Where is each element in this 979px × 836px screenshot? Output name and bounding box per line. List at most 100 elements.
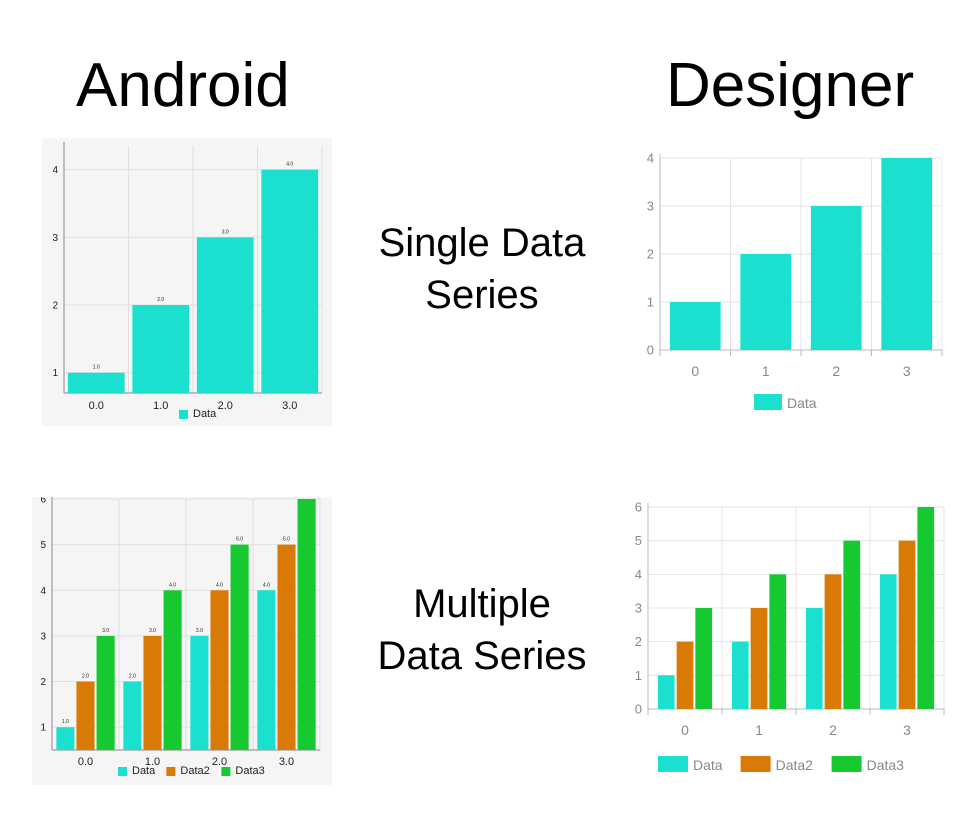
android-multi-value-label: 5.0 <box>283 537 290 543</box>
designer-single-bar-data-3 <box>881 158 933 350</box>
designer-multi-bar-data3-3 <box>917 507 935 709</box>
android-multi-bar-data2-2 <box>210 590 229 750</box>
android-multi-bar-data-1 <box>123 681 142 750</box>
android-multi-legend-swatch-data2 <box>166 767 176 776</box>
android-single-x-tick-label: 1.0 <box>153 400 168 412</box>
android-multi-legend-label-data2: Data2 <box>180 765 209 777</box>
android-multi-bar-data2-1 <box>143 635 162 750</box>
android-multi-x-tick-label: 0.0 <box>78 756 93 768</box>
designer-single-chart: 0 1 2 3 4 0 1 2 3 Data <box>624 140 954 430</box>
android-multi-y-tick-label: 4 <box>40 586 46 597</box>
android-multi-value-label: 2.0 <box>82 674 89 680</box>
android-multi-value-label: 1.0 <box>62 719 69 725</box>
designer-multi-y-tick-label: 6 <box>635 500 642 515</box>
android-multi-y-tick-label: 5 <box>40 540 46 551</box>
android-multi-value-label: 2.0 <box>129 674 136 680</box>
designer-multi-x-tick-label: 3 <box>903 722 911 738</box>
android-multi-x-tick-label: 2.0 <box>212 756 227 768</box>
android-single-chart-svg: 1 2 3 4 1.0 0.0 2.0 1.0 3.0 2.0 4.0 3.0 Data <box>42 138 332 426</box>
android-multi-chart-svg: 1 2 3 4 5 6 1.0 2.0 3.0 0.0 2.0 3.0 4.0 1.0 3.0 4.0 5.0 2… <box>32 491 332 785</box>
designer-multi-bar-data-0 <box>657 675 675 709</box>
designer-multi-bar-data2-0 <box>676 641 694 709</box>
designer-multi-bar-data-2 <box>805 608 823 709</box>
android-multi-bar-data3-1 <box>163 590 182 750</box>
designer-multi-x-tick-label: 2 <box>829 722 837 738</box>
designer-multi-bar-data3-0 <box>695 608 713 709</box>
android-multi-value-label: 5.0 <box>236 537 243 543</box>
single-series-label-line2: Series <box>425 273 539 317</box>
android-multi-y-tick-label: 3 <box>40 631 46 642</box>
android-single-x-tick-label: 3.0 <box>282 400 297 412</box>
designer-single-x-tick-label: 2 <box>832 363 840 379</box>
android-multi-value-label: 3.0 <box>196 628 203 634</box>
designer-single-x-tick-label: 1 <box>762 363 770 379</box>
single-series-label-line1: Single Data <box>378 221 586 265</box>
multiple-series-label: Multiple Data Series <box>352 578 612 682</box>
designer-multi-bar-data-1 <box>731 641 749 709</box>
android-single-bar-data-3 <box>261 169 319 393</box>
multiple-series-label-line2: Data Series <box>377 634 587 678</box>
designer-single-legend-label-data: Data <box>787 395 817 411</box>
android-multi-legend-swatch-data3 <box>221 767 231 776</box>
designer-multi-x-tick-label: 0 <box>681 722 689 738</box>
designer-multi-bar-data2-1 <box>750 608 768 709</box>
android-multi-bar-data-2 <box>190 635 209 750</box>
android-multi-bar-data-3 <box>257 590 276 750</box>
designer-multi-y-tick-label: 3 <box>635 601 642 616</box>
designer-single-y-tick-label: 4 <box>647 151 654 166</box>
android-single-value-label: 3.0 <box>222 229 229 235</box>
android-multi-x-tick-label: 3.0 <box>279 756 294 768</box>
designer-multi-y-tick-label: 4 <box>635 567 642 582</box>
designer-multi-chart: 0 1 2 3 4 5 6 0 1 2 3 Data Data2 Data3 <box>612 495 962 790</box>
multiple-series-label-line1: Multiple <box>413 582 551 626</box>
android-single-chart: 1 2 3 4 1.0 0.0 2.0 1.0 3.0 2.0 4.0 3.0 Data <box>42 138 332 426</box>
designer-single-chart-svg: 0 1 2 3 4 0 1 2 3 Data <box>624 140 954 430</box>
android-single-value-label: 2.0 <box>157 297 164 303</box>
designer-multi-bar-data2-2 <box>824 574 842 709</box>
android-multi-chart: 1 2 3 4 5 6 1.0 2.0 3.0 0.0 2.0 3.0 4.0 1.0 3.0 4.0 5.0 2… <box>32 491 332 785</box>
designer-heading: Designer <box>666 51 915 120</box>
android-multi-legend-label-data: Data <box>132 765 156 777</box>
designer-multi-legend-swatch-data <box>658 756 688 772</box>
designer-single-y-tick-label: 1 <box>647 295 654 310</box>
android-multi-bar-data2-0 <box>76 681 95 750</box>
android-single-legend-label-data: Data <box>193 408 217 420</box>
designer-multi-bar-data-3 <box>879 574 897 709</box>
designer-multi-bar-data3-1 <box>769 574 787 709</box>
android-single-x-tick-label: 2.0 <box>218 400 233 412</box>
android-multi-value-label: 4.0 <box>216 582 223 588</box>
designer-multi-legend-label-data3: Data3 <box>867 757 905 773</box>
android-single-bar-data-0 <box>67 372 125 393</box>
android-multi-value-label: 3.0 <box>102 628 109 634</box>
designer-multi-x-tick-label: 1 <box>755 722 763 738</box>
designer-multi-legend-swatch-data3 <box>831 756 862 772</box>
android-multi-y-tick-label: 6 <box>40 497 46 506</box>
android-multi-bar-data3-0 <box>96 635 115 750</box>
designer-single-x-tick-label: 0 <box>691 363 699 379</box>
designer-multi-legend-swatch-data2 <box>740 756 771 772</box>
android-multi-x-tick-label: 1.0 <box>145 756 160 768</box>
designer-single-bar-data-1 <box>740 254 792 350</box>
designer-multi-y-tick-label: 2 <box>635 634 642 649</box>
designer-multi-legend-label-data: Data <box>693 757 723 773</box>
android-multi-value-label: 4.0 <box>169 582 176 588</box>
designer-multi-legend-label-data2: Data2 <box>776 757 814 773</box>
designer-single-bar-data-0 <box>669 302 721 350</box>
android-multi-value-label: 4.0 <box>263 582 270 588</box>
android-single-y-tick-label: 2 <box>52 301 58 312</box>
android-single-bar-data-1 <box>132 305 190 393</box>
android-multi-bar-data3-2 <box>230 544 249 750</box>
designer-multi-y-tick-label: 0 <box>635 702 642 717</box>
designer-multi-y-tick-label: 1 <box>635 668 642 683</box>
android-multi-y-tick-label: 1 <box>40 723 46 734</box>
single-series-label: Single Data Series <box>352 217 612 321</box>
android-multi-bar-data3-3 <box>297 499 316 750</box>
android-heading: Android <box>76 51 290 120</box>
designer-single-y-tick-label: 3 <box>647 199 654 214</box>
android-single-legend-swatch-data <box>179 410 188 419</box>
designer-multi-bar-data2-3 <box>898 540 916 709</box>
designer-single-y-tick-label: 2 <box>647 247 654 262</box>
android-multi-legend-swatch-data <box>118 767 127 776</box>
android-single-y-tick-label: 1 <box>52 368 58 379</box>
android-multi-y-tick-label: 2 <box>40 677 46 688</box>
